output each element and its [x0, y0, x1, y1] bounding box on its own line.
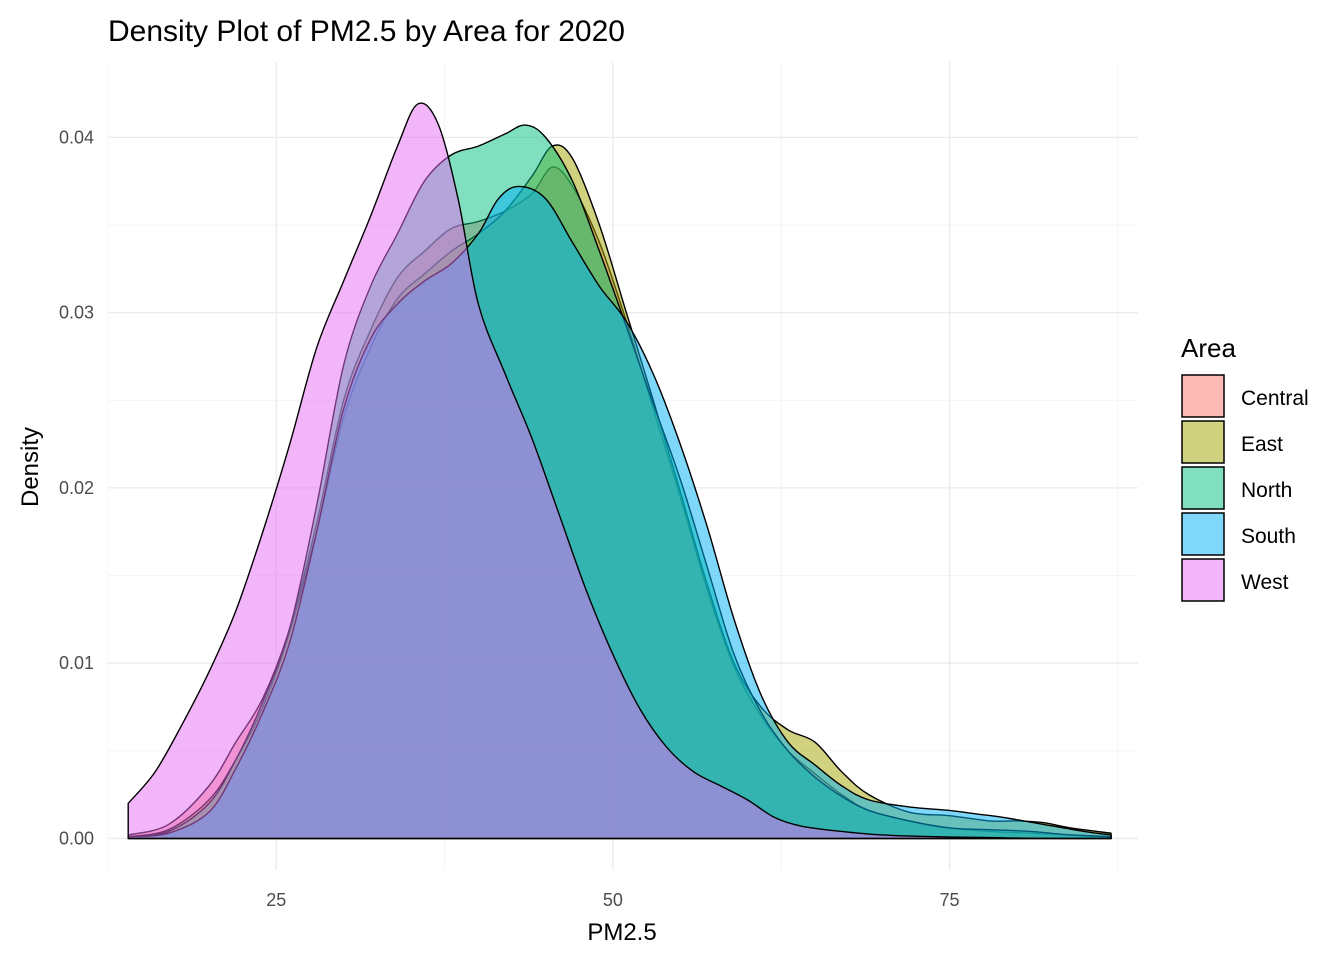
x-tick-label: 50 — [603, 890, 623, 910]
legend-label-east: East — [1241, 433, 1283, 456]
legend-key-west — [1181, 558, 1225, 602]
y-tick-label: 0.03 — [59, 303, 94, 323]
legend-key-central — [1181, 374, 1225, 418]
x-axis-title: PM2.5 — [587, 919, 656, 946]
legend-title: Area — [1181, 333, 1236, 363]
legend-key-south — [1181, 512, 1225, 556]
axes: 25 50 75 0.00 0.01 0.02 0.03 0.04 — [59, 127, 960, 910]
x-tick-label: 75 — [939, 890, 959, 910]
x-tick-label: 25 — [266, 890, 286, 910]
y-tick-label: 0.04 — [59, 127, 94, 147]
chart-title: Density Plot of PM2.5 by Area for 2020 — [108, 15, 625, 48]
legend-label-central: Central — [1241, 387, 1309, 410]
legend-label-south: South — [1241, 525, 1296, 548]
legend: Area Central East North South West — [1181, 333, 1309, 602]
y-tick-label: 0.02 — [59, 478, 94, 498]
legend-key-east — [1181, 420, 1225, 464]
legend-items: Central East North South West — [1181, 374, 1309, 602]
density-areas — [127, 102, 1112, 840]
legend-key-north — [1181, 466, 1225, 510]
y-tick-label: 0.00 — [59, 828, 94, 848]
y-tick-label: 0.01 — [59, 653, 94, 673]
legend-label-west: West — [1241, 571, 1289, 594]
y-axis-title: Density — [17, 427, 44, 507]
density-area-west — [127, 102, 1112, 840]
legend-label-north: North — [1241, 479, 1292, 502]
